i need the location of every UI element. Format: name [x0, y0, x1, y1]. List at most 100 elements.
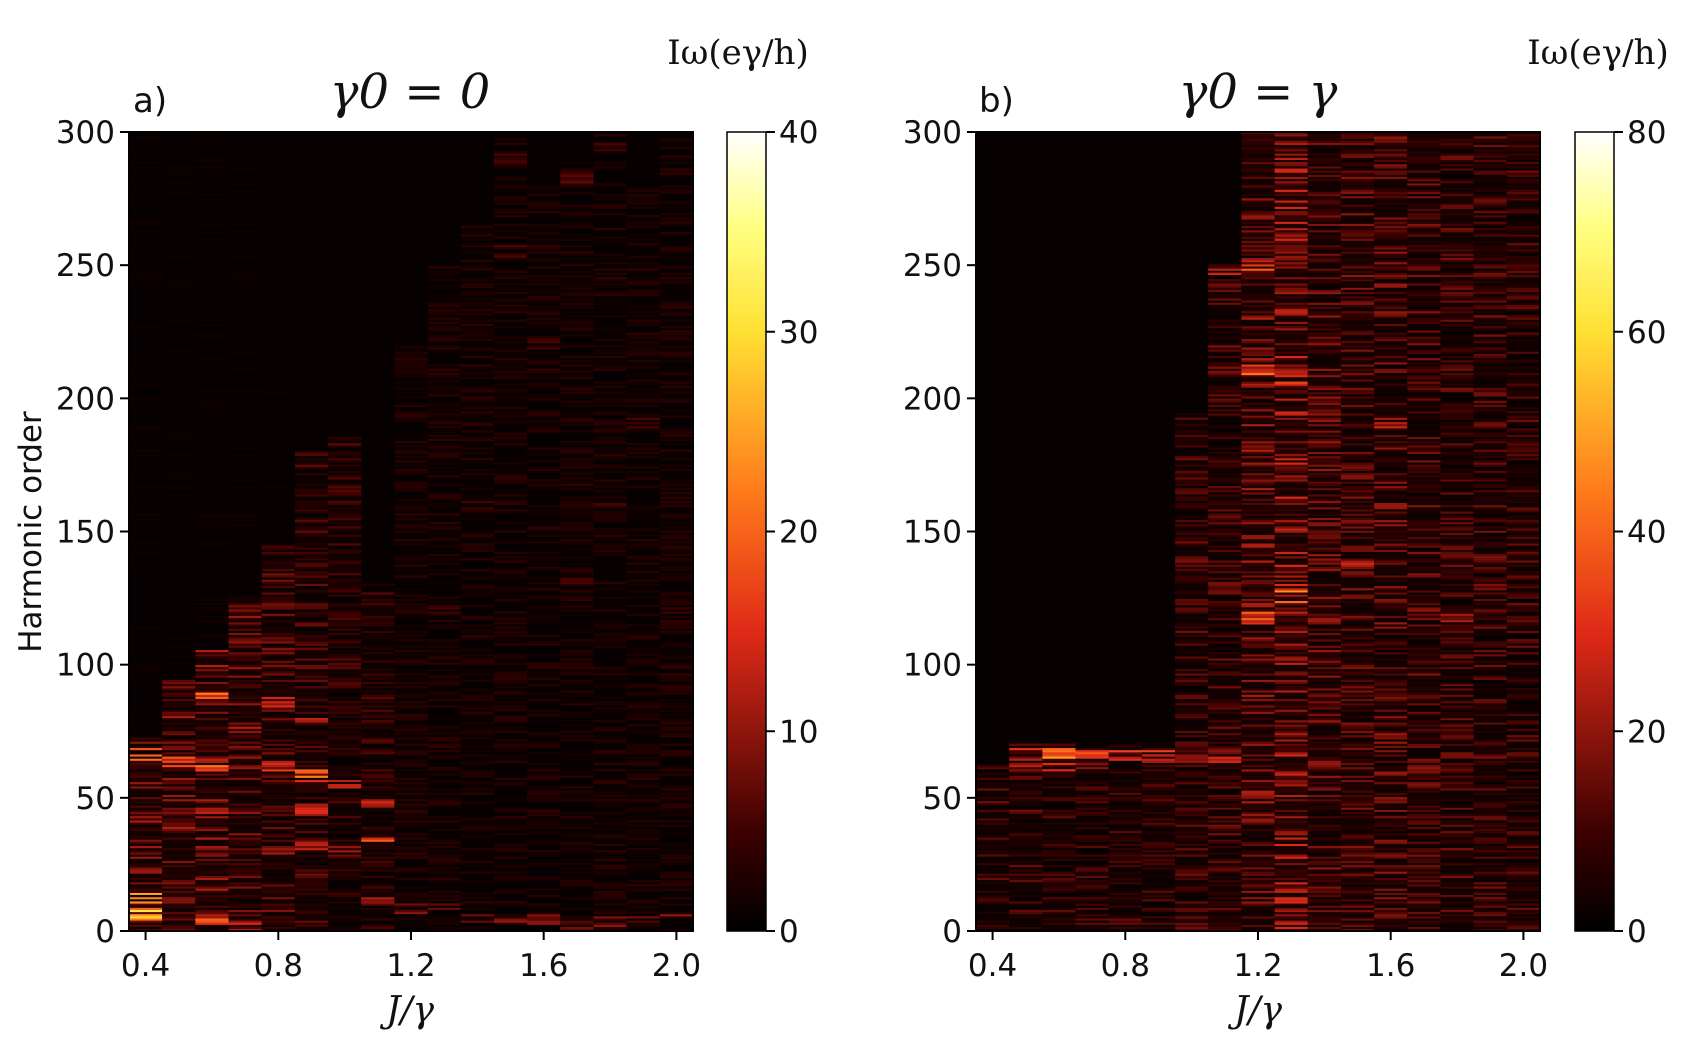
heatmap-cell	[493, 854, 528, 857]
heatmap-cell	[527, 634, 561, 638]
heatmap-cell	[1009, 837, 1043, 840]
heatmap-cell	[394, 724, 428, 727]
heatmap-cell	[394, 413, 428, 416]
heatmap-cell	[593, 443, 627, 446]
heatmap-cell	[493, 360, 528, 363]
heatmap-cell	[460, 592, 494, 595]
heatmap-cell	[626, 711, 660, 714]
heatmap-cell	[228, 596, 262, 599]
heatmap-cell	[1009, 803, 1043, 806]
heatmap-cell	[1175, 899, 1209, 902]
heatmap-cell	[328, 573, 362, 576]
heatmap-cell	[659, 458, 693, 461]
heatmap-cell	[261, 615, 295, 619]
heatmap-cell	[1175, 907, 1209, 910]
heatmap-cell	[593, 890, 627, 893]
heatmap-cell	[560, 735, 594, 738]
heatmap-cell	[493, 747, 528, 751]
heatmap-cell	[1042, 856, 1076, 859]
heatmap-cell	[527, 777, 561, 780]
heatmap-cell	[1241, 626, 1275, 629]
heatmap-cell	[394, 715, 428, 719]
heatmap-cell	[1274, 426, 1308, 429]
heatmap-cell	[527, 238, 561, 241]
heatmap-cell	[1208, 918, 1242, 921]
heatmap-cell	[1274, 507, 1308, 510]
heatmap-cell	[1274, 649, 1308, 653]
heatmap-cell	[228, 735, 262, 738]
heatmap-cell	[162, 877, 196, 881]
heatmap-cell	[1241, 332, 1275, 335]
heatmap-cell	[294, 745, 329, 748]
heatmap-cell	[659, 483, 693, 486]
heatmap-cell	[361, 862, 395, 866]
heatmap-cell	[976, 815, 1010, 819]
heatmap-cell	[1241, 588, 1275, 591]
heatmap-cell	[560, 342, 594, 346]
heatmap-cell	[1241, 443, 1275, 446]
heatmap-cell	[460, 494, 494, 497]
heatmap-cell	[593, 262, 627, 265]
heatmap-cell	[527, 864, 561, 868]
heatmap-cell	[1241, 677, 1275, 680]
heatmap-cell	[195, 916, 229, 919]
heatmap-cell	[1208, 583, 1242, 587]
heatmap-cell	[560, 460, 594, 463]
heatmap-cell	[1274, 737, 1308, 740]
heatmap-cell	[294, 641, 329, 644]
heatmap-cell	[394, 681, 428, 685]
heatmap-cell	[261, 764, 295, 768]
heatmap-cell	[1042, 903, 1076, 906]
panel-b-xlabel: J/γ	[1227, 990, 1283, 1031]
heatmap-cell	[261, 766, 295, 770]
heatmap-cell	[1241, 777, 1275, 780]
heatmap-cell	[560, 281, 594, 284]
heatmap-cell	[228, 649, 262, 653]
heatmap-cell	[560, 758, 594, 761]
heatmap-cell	[294, 711, 329, 714]
heatmap-cell	[659, 690, 693, 693]
heatmap-cell	[626, 916, 660, 919]
heatmap-cell	[361, 749, 395, 753]
heatmap-cell	[228, 892, 262, 895]
heatmap-cell	[228, 762, 262, 766]
heatmap-cell	[460, 656, 494, 659]
heatmap-cell	[195, 749, 229, 753]
heatmap-cell	[460, 630, 494, 633]
heatmap-cell	[1274, 715, 1308, 719]
heatmap-cell	[1042, 899, 1076, 902]
heatmap-cell	[328, 822, 362, 825]
heatmap-cell	[195, 796, 229, 800]
heatmap-cell	[593, 911, 627, 915]
heatmap-cell	[1241, 270, 1275, 273]
heatmap-cell	[560, 234, 594, 237]
heatmap-cell	[460, 824, 494, 827]
heatmap-cell	[361, 856, 395, 859]
heatmap-cell	[1274, 360, 1308, 363]
heatmap-cell	[195, 553, 229, 557]
heatmap-cell	[328, 592, 362, 595]
heatmap-cell	[560, 730, 594, 734]
heatmap-cell	[162, 801, 196, 804]
heatmap-cell	[1175, 630, 1209, 633]
heatmap-cell	[527, 210, 561, 214]
heatmap-cell	[659, 686, 693, 689]
heatmap-cell	[626, 660, 660, 663]
heatmap-cell	[394, 598, 428, 601]
heatmap-cell	[1241, 323, 1275, 327]
heatmap-cell	[1241, 656, 1275, 659]
heatmap-cell	[361, 634, 395, 638]
heatmap-cell	[1141, 890, 1176, 893]
heatmap-cell	[659, 247, 693, 250]
heatmap-cell	[626, 807, 660, 810]
heatmap-cell	[1274, 515, 1308, 518]
heatmap-cell	[328, 490, 362, 493]
heatmap-cell	[328, 517, 362, 521]
heatmap-cell	[1307, 698, 1341, 702]
heatmap-cell	[659, 788, 693, 791]
heatmap-cell	[1274, 752, 1308, 755]
heatmap-cell	[1208, 281, 1242, 284]
heatmap-cell	[1307, 914, 1341, 917]
heatmap-cell	[527, 756, 561, 759]
heatmap-cell	[228, 498, 262, 501]
